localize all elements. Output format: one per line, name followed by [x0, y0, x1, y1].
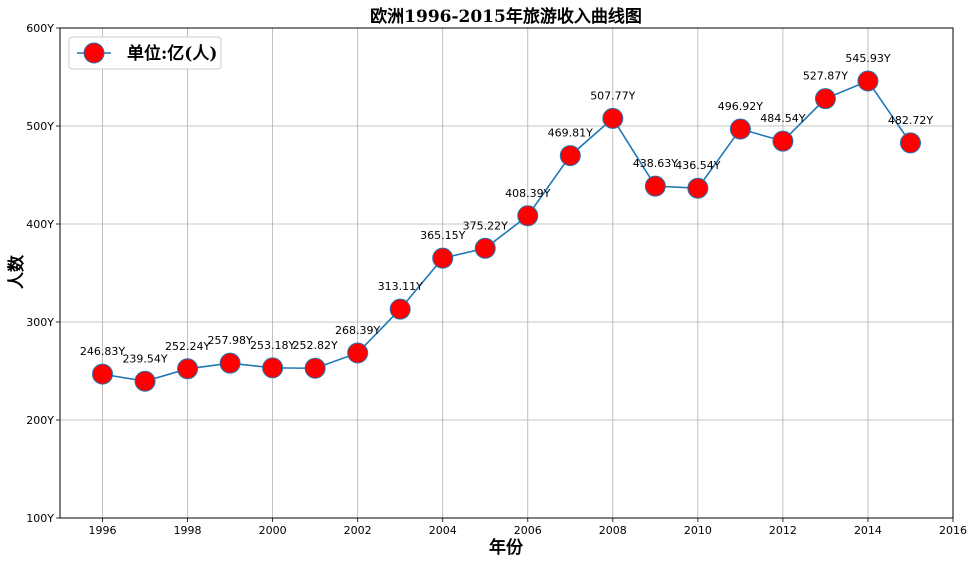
data-point [432, 247, 454, 269]
x-tick-label: 1998 [174, 524, 202, 537]
y-tick-label: 500Y [26, 120, 54, 133]
legend-box [68, 36, 222, 70]
data-label: 408.39Y [505, 187, 550, 200]
x-tick-label: 2004 [429, 524, 457, 537]
y-tick-label: 300Y [26, 316, 54, 329]
data-label: 496.92Y [718, 100, 763, 113]
data-point [262, 357, 284, 379]
x-tick-label: 2014 [854, 524, 882, 537]
data-label: 482.72Y [888, 114, 933, 127]
axis-ticks: 1996 1998 2000 2002 2004 2006 2008 2010 2012 2014… [26, 22, 967, 537]
x-tick-label: 2006 [514, 524, 542, 537]
chart-title: 欧洲1996-2015年旅游收入曲线图 [370, 6, 642, 27]
data-label: 436.54Y [675, 159, 720, 172]
y-tick-label: 200Y [26, 414, 54, 427]
plot-frame [59, 27, 954, 519]
x-tick-label: 2010 [684, 524, 712, 537]
x-tick-label: 2016 [939, 524, 967, 537]
data-label: 246.83Y [80, 345, 125, 358]
data-label: 257.98Y [207, 334, 252, 347]
data-point [474, 237, 496, 259]
data-label: 252.82Y [293, 339, 338, 352]
data-point [857, 70, 879, 92]
data-point [899, 132, 921, 154]
x-tick-label: 2000 [259, 524, 287, 537]
data-label: 507.77Y [590, 89, 635, 102]
data-label: 253.18Y [250, 339, 295, 352]
y-tick-label: 600Y [26, 22, 54, 35]
data-label: 365.15Y [420, 229, 465, 242]
data-label: 438.63Y [633, 157, 678, 170]
data-point [814, 88, 836, 110]
data-point [92, 363, 114, 385]
data-point [772, 130, 794, 152]
x-tick-label: 2012 [769, 524, 797, 537]
data-point [559, 145, 581, 167]
legend: 单位:亿(人) [68, 36, 222, 70]
data-label: 239.54Y [122, 352, 167, 365]
data-label: 268.39Y [335, 324, 380, 337]
x-axis-label: 年份 [489, 537, 524, 558]
data-label: 313.11Y [378, 280, 423, 293]
legend-marker [83, 42, 105, 64]
data-point [219, 352, 241, 374]
data-point [304, 357, 326, 379]
data-point [602, 107, 624, 129]
data-point [134, 370, 156, 392]
data-label: 545.93Y [845, 52, 890, 65]
y-tick-label: 400Y [26, 218, 54, 231]
data-point [389, 298, 411, 320]
data-label: 484.54Y [760, 112, 805, 125]
legend-label: 单位:亿(人) [127, 43, 217, 64]
data-label: 375.22Y [463, 219, 508, 232]
x-tick-label: 2008 [599, 524, 627, 537]
data-label: 527.87Y [803, 70, 848, 83]
y-axis-label: 人数 [6, 254, 27, 289]
data-point [687, 177, 709, 199]
y-tick-label: 100Y [26, 512, 54, 525]
data-point [644, 175, 666, 197]
data-label: 252.24Y [165, 340, 210, 353]
data-point [729, 118, 751, 140]
x-tick-label: 2002 [344, 524, 372, 537]
data-labels: 246.83Y239.54Y252.24Y257.98Y253.18Y252.8… [80, 52, 933, 365]
data-point [177, 358, 199, 380]
series [92, 70, 921, 392]
data-label: 469.81Y [548, 127, 593, 140]
data-point [347, 342, 369, 364]
x-tick-label: 1996 [89, 524, 117, 537]
data-point [517, 205, 539, 227]
